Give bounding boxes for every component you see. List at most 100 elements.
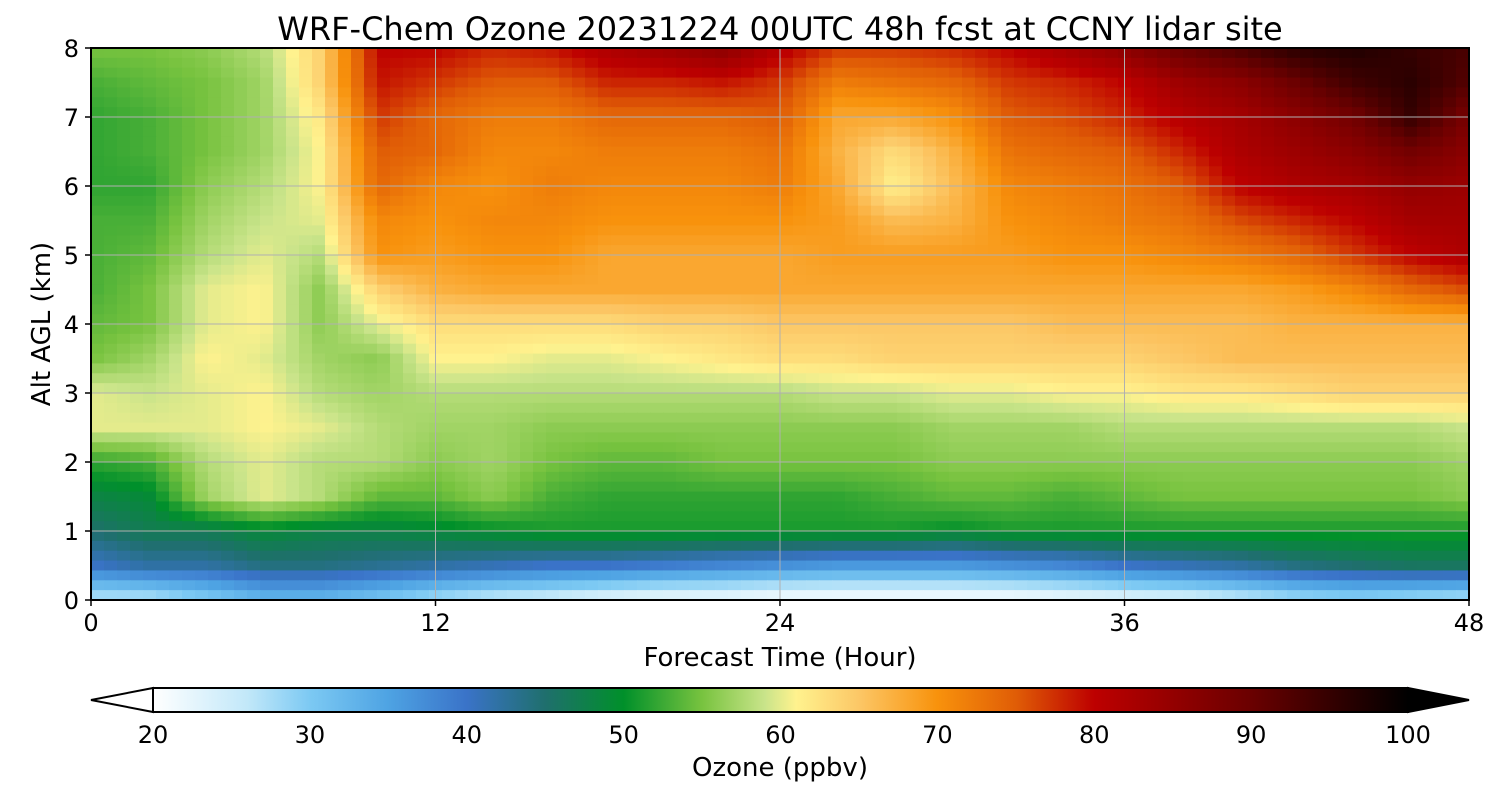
heatmap-cell bbox=[403, 166, 417, 177]
heatmap-cell bbox=[572, 205, 586, 217]
heatmap-cell bbox=[1014, 491, 1028, 503]
heatmap-cell bbox=[143, 393, 157, 404]
heatmap-cell bbox=[806, 412, 820, 424]
heatmap-cell bbox=[949, 333, 963, 345]
heatmap-cell bbox=[1079, 195, 1093, 207]
heatmap-cell bbox=[1144, 333, 1158, 345]
heatmap-cell bbox=[520, 383, 534, 394]
heatmap-cell bbox=[832, 393, 846, 404]
heatmap-cell bbox=[1001, 274, 1015, 286]
heatmap-cell bbox=[988, 225, 1002, 236]
heatmap-cell bbox=[1131, 235, 1145, 246]
heatmap-cell bbox=[1014, 117, 1028, 128]
heatmap-cell bbox=[546, 284, 560, 296]
heatmap-cell bbox=[481, 432, 495, 443]
heatmap-cell bbox=[299, 107, 313, 118]
heatmap-cell bbox=[1339, 117, 1353, 128]
heatmap-cell bbox=[182, 284, 196, 296]
heatmap-cell bbox=[923, 215, 937, 227]
heatmap-cell bbox=[195, 97, 209, 108]
heatmap-cell bbox=[1287, 255, 1301, 266]
heatmap-cell bbox=[1209, 274, 1223, 286]
heatmap-cell bbox=[286, 462, 300, 473]
heatmap-cell bbox=[832, 176, 846, 187]
heatmap-cell bbox=[1170, 471, 1184, 483]
heatmap-cell bbox=[1196, 255, 1210, 266]
heatmap-cell bbox=[1092, 471, 1106, 483]
heatmap-cell bbox=[962, 245, 976, 256]
heatmap-cell bbox=[754, 373, 768, 384]
heatmap-cell bbox=[1196, 501, 1210, 512]
heatmap-cell bbox=[1131, 373, 1145, 384]
heatmap-cell bbox=[351, 57, 365, 69]
heatmap-cell bbox=[1092, 324, 1106, 335]
heatmap-cell bbox=[1001, 97, 1015, 108]
heatmap-cell bbox=[1365, 314, 1379, 325]
heatmap-cell bbox=[1261, 255, 1275, 266]
heatmap-cell bbox=[1261, 422, 1275, 434]
heatmap-cell bbox=[819, 156, 833, 167]
heatmap-cell bbox=[1430, 215, 1444, 227]
heatmap-cell bbox=[624, 225, 638, 236]
heatmap-cell bbox=[208, 225, 222, 236]
heatmap-cell bbox=[845, 481, 859, 493]
heatmap-cell bbox=[1430, 186, 1444, 197]
heatmap-cell bbox=[494, 284, 508, 296]
heatmap-cell bbox=[1066, 255, 1080, 266]
heatmap-cell bbox=[949, 166, 963, 177]
heatmap-cell bbox=[884, 156, 898, 167]
heatmap-cell bbox=[1248, 264, 1262, 276]
heatmap-cell bbox=[260, 442, 274, 453]
heatmap-cell bbox=[247, 245, 261, 256]
heatmap-cell bbox=[1300, 235, 1314, 246]
heatmap-cell bbox=[1274, 462, 1288, 473]
heatmap-cell bbox=[1443, 373, 1457, 384]
heatmap-cell bbox=[1404, 107, 1418, 118]
heatmap-cell bbox=[1248, 186, 1262, 197]
heatmap-cell bbox=[286, 87, 300, 98]
heatmap-cell bbox=[728, 284, 742, 296]
heatmap-cell bbox=[455, 442, 469, 453]
heatmap-cell bbox=[390, 422, 404, 434]
heatmap-cell bbox=[858, 422, 872, 434]
heatmap-cell bbox=[273, 432, 287, 443]
heatmap-cell bbox=[923, 422, 937, 434]
heatmap-cell bbox=[1417, 442, 1431, 453]
heatmap-cell bbox=[1222, 314, 1236, 325]
heatmap-cell bbox=[130, 412, 144, 424]
heatmap-cell bbox=[988, 462, 1002, 473]
heatmap-cell bbox=[143, 333, 157, 345]
heatmap-cell bbox=[754, 471, 768, 483]
heatmap-cell bbox=[1209, 314, 1223, 325]
heatmap-cell bbox=[1391, 274, 1405, 286]
heatmap-cell bbox=[130, 87, 144, 98]
heatmap-cell bbox=[1157, 383, 1171, 394]
heatmap-cell bbox=[1144, 422, 1158, 434]
heatmap-cell bbox=[403, 324, 417, 335]
heatmap-cell bbox=[1105, 245, 1119, 256]
heatmap-cell bbox=[624, 57, 638, 69]
heatmap-cell bbox=[585, 87, 599, 98]
heatmap-cell bbox=[1300, 274, 1314, 286]
heatmap-cell bbox=[546, 48, 560, 59]
heatmap-cell bbox=[923, 245, 937, 256]
heatmap-cell bbox=[494, 294, 508, 305]
heatmap-cell bbox=[1144, 117, 1158, 128]
heatmap-cell bbox=[923, 176, 937, 187]
heatmap-cell bbox=[1157, 156, 1171, 167]
heatmap-cell bbox=[1183, 107, 1197, 118]
heatmap-cell bbox=[1443, 245, 1457, 256]
heatmap-cell bbox=[1430, 393, 1444, 404]
heatmap-cell bbox=[975, 491, 989, 503]
heatmap-cell bbox=[247, 353, 261, 365]
heatmap-cell bbox=[208, 353, 222, 365]
heatmap-cell bbox=[585, 432, 599, 443]
heatmap-cell bbox=[624, 343, 638, 355]
heatmap-cell bbox=[988, 412, 1002, 424]
heatmap-cell bbox=[611, 136, 625, 148]
heatmap-cell bbox=[156, 195, 170, 207]
heatmap-cell bbox=[832, 333, 846, 345]
heatmap-cell bbox=[416, 491, 430, 503]
heatmap-cell bbox=[1313, 462, 1327, 473]
heatmap-cell bbox=[871, 402, 885, 414]
